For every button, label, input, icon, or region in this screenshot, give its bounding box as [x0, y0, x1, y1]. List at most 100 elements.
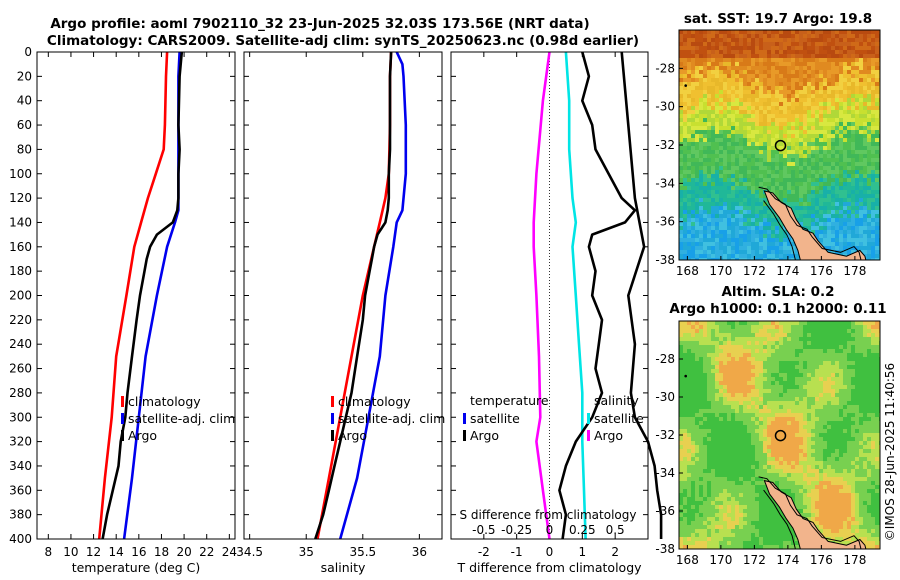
- map-cell: [787, 66, 791, 70]
- map-cell: [875, 445, 879, 449]
- map-cell: [795, 258, 799, 260]
- map-cell: [855, 453, 859, 457]
- map-cell: [759, 425, 763, 429]
- map-cell: [747, 130, 751, 134]
- map-cell: [687, 405, 691, 409]
- map-cell: [723, 106, 727, 110]
- map-cell: [687, 54, 691, 58]
- map-cell: [875, 118, 879, 122]
- map-cell: [811, 106, 815, 110]
- map-cell: [815, 365, 819, 369]
- map-cell: [771, 417, 775, 421]
- map-cell: [743, 238, 747, 242]
- map-cell: [715, 138, 719, 142]
- map-cell: [691, 198, 695, 202]
- map-cell: [787, 30, 791, 34]
- map-cell: [835, 134, 839, 138]
- map-cell: [695, 190, 699, 194]
- map-cell: [755, 74, 759, 78]
- map-cell: [731, 178, 735, 182]
- map-cell: [823, 90, 827, 94]
- map-cell: [791, 321, 795, 325]
- map-cell: [763, 329, 767, 333]
- map-cell: [723, 425, 727, 429]
- map-cell: [775, 226, 779, 230]
- map-cell: [795, 417, 799, 421]
- map-cell: [759, 345, 763, 349]
- map-cell: [699, 42, 703, 46]
- map-cell: [739, 106, 743, 110]
- map-cell: [811, 150, 815, 154]
- map-cell: [699, 254, 703, 258]
- map-cell: [699, 385, 703, 389]
- map-cell: [751, 329, 755, 333]
- map-cell: [751, 166, 755, 170]
- map-cell: [779, 433, 783, 437]
- map-cell: [807, 110, 811, 114]
- map-cell: [807, 397, 811, 401]
- map-cell: [827, 46, 831, 50]
- map-cell: [723, 361, 727, 365]
- map-cell: [723, 325, 727, 329]
- map-cell: [851, 389, 855, 393]
- map-cell: [863, 385, 867, 389]
- map-cell: [719, 126, 723, 130]
- map-cell: [819, 150, 823, 154]
- map-cell: [699, 170, 703, 174]
- map-cell: [859, 162, 863, 166]
- map-cell: [835, 86, 839, 90]
- legend-label: satellite: [594, 411, 644, 426]
- map-cell: [835, 222, 839, 226]
- map-cell: [867, 226, 871, 230]
- map-cell: [795, 82, 799, 86]
- map-cell: [811, 110, 815, 114]
- map-cell: [867, 405, 871, 409]
- map-cell: [787, 166, 791, 170]
- map-cell: [743, 86, 747, 90]
- map-cell: [775, 170, 779, 174]
- map-cell: [727, 365, 731, 369]
- map-cell: [847, 58, 851, 62]
- map-cell: [695, 206, 699, 210]
- map-cell: [759, 369, 763, 373]
- map-cell: [795, 146, 799, 150]
- map-cell: [735, 66, 739, 70]
- map-cell: [847, 325, 851, 329]
- map-cell: [855, 42, 859, 46]
- map-cell: [751, 226, 755, 230]
- map-cell: [683, 34, 687, 38]
- map-cell: [859, 361, 863, 365]
- map-cell: [875, 146, 879, 150]
- map-cell: [703, 194, 707, 198]
- map-cell: [843, 246, 847, 250]
- map-cell: [867, 214, 871, 218]
- map-cell: [719, 437, 723, 441]
- map-cell: [707, 202, 711, 206]
- map-cell: [679, 150, 683, 154]
- map-cell: [835, 202, 839, 206]
- map-cell: [767, 321, 771, 325]
- map-cell: [815, 46, 819, 50]
- map-cell: [727, 357, 731, 361]
- map-cell: [767, 417, 771, 421]
- map-cell: [747, 186, 751, 190]
- map-cell: [683, 198, 687, 202]
- map-cell: [799, 126, 803, 130]
- map-cell: [779, 341, 783, 345]
- map-cell: [755, 230, 759, 234]
- map-cell: [823, 66, 827, 70]
- map-cell: [695, 325, 699, 329]
- map-cell: [751, 417, 755, 421]
- map-cell: [679, 78, 683, 82]
- map-cell: [703, 433, 707, 437]
- map-cell: [855, 441, 859, 445]
- map-cell: [743, 202, 747, 206]
- map-cell: [679, 333, 683, 337]
- map-cell: [875, 409, 879, 413]
- map-cell: [763, 178, 767, 182]
- map-cell: [679, 58, 683, 62]
- map-cell: [875, 246, 879, 250]
- map-cell: [843, 341, 847, 345]
- map-cell: [747, 421, 751, 425]
- map-cell: [767, 377, 771, 381]
